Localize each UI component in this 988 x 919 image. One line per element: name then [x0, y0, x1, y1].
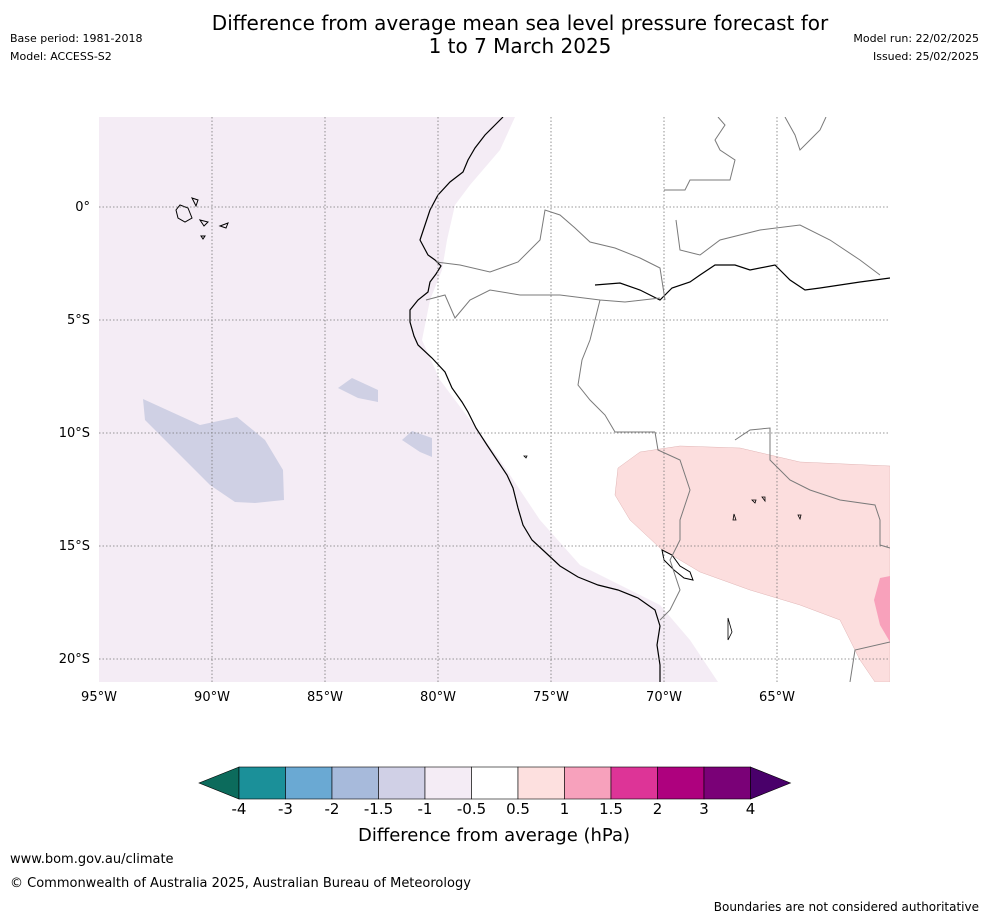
lon-label-80w: 80°W [420, 690, 456, 705]
lon-label-70w: 70°W [646, 690, 682, 705]
colorbar-tick-label: -0.5 [456, 800, 487, 818]
colorbar-tick-label: -4 [231, 800, 247, 818]
colorbar-swatch [424, 766, 472, 800]
lon-label-65w: 65°W [759, 690, 795, 705]
country-borders [425, 117, 890, 682]
colorbar-extend-high [750, 766, 792, 800]
colorbar-swatch [285, 766, 333, 800]
footer-copyright: © Commonwealth of Australia 2025, Austra… [10, 876, 471, 891]
colorbar-swatch [703, 766, 751, 800]
colorbar-tick-label: -2 [324, 800, 340, 818]
colorbar-swatch [564, 766, 612, 800]
colorbar-tick-label: 1 [559, 800, 570, 818]
colorbar-swatch [610, 766, 658, 800]
colorbar-tick-label: -3 [278, 800, 293, 818]
lat-label-0: 0° [75, 200, 90, 215]
map-plot-area [99, 117, 890, 682]
anomaly-region-neg-1-a [143, 399, 284, 503]
coastline-south-america [409, 117, 661, 682]
lon-label-95w: 95°W [81, 690, 117, 705]
model-text: Model: ACCESS-S2 [10, 50, 112, 63]
lon-label-85w: 85°W [307, 690, 343, 705]
map-title: Difference from average mean sea level p… [190, 12, 850, 58]
lat-label-15s: 15°S [59, 539, 90, 554]
colorbar-swatch [378, 766, 426, 800]
galapagos-islands [175, 197, 229, 240]
colorbar-tick-label: 2 [652, 800, 663, 818]
lat-label-10s: 10°S [59, 426, 90, 441]
anomaly-region-pos-1 [874, 576, 890, 642]
colorbar-swatch [238, 766, 286, 800]
lat-label-20s: 20°S [59, 652, 90, 667]
inland-lakes [523, 455, 802, 641]
colorbar-swatch [517, 766, 565, 800]
anomaly-region-neg-1-c [402, 431, 432, 457]
title-line-2: 1 to 7 March 2025 [428, 34, 612, 58]
colorbar-tick-label: 4 [745, 800, 756, 818]
issued-text: Issued: 25/02/2025 [872, 50, 979, 63]
colorbar-tick-label: 0.5 [506, 800, 530, 818]
footer-url[interactable]: www.bom.gov.au/climate [10, 852, 174, 867]
colorbar-label: Difference from average (hPa) [357, 825, 631, 846]
colorbar-swatch [657, 766, 705, 800]
colorbar-tick-label: 1.5 [599, 800, 623, 818]
anomaly-region-neg-1-b [338, 378, 378, 402]
footer-disclaimer: Boundaries are not considered authoritat… [713, 900, 979, 914]
graticule [99, 117, 890, 682]
lon-label-90w: 90°W [194, 690, 230, 705]
colorbar-swatch [471, 766, 519, 800]
lat-label-5s: 5°S [67, 313, 90, 328]
colorbar-tick-label: -1 [417, 800, 433, 818]
colorbar-tick-label: -1.5 [363, 800, 394, 818]
colorbar-tick-label: 3 [699, 800, 709, 818]
lon-label-75w: 75°W [533, 690, 569, 705]
anomaly-region-pos-0.5 [614, 445, 890, 682]
base-period-text: Base period: 1981-2018 [10, 32, 143, 45]
model-run-text: Model run: 22/02/2025 [853, 32, 979, 45]
colorbar-extend-low [198, 766, 240, 800]
colorbar [198, 766, 792, 800]
anomaly-region-neg-0.5 [99, 117, 718, 682]
colorbar-swatch [331, 766, 379, 800]
lake-titicaca [661, 549, 694, 581]
title-line-1: Difference from average mean sea level p… [211, 11, 829, 35]
